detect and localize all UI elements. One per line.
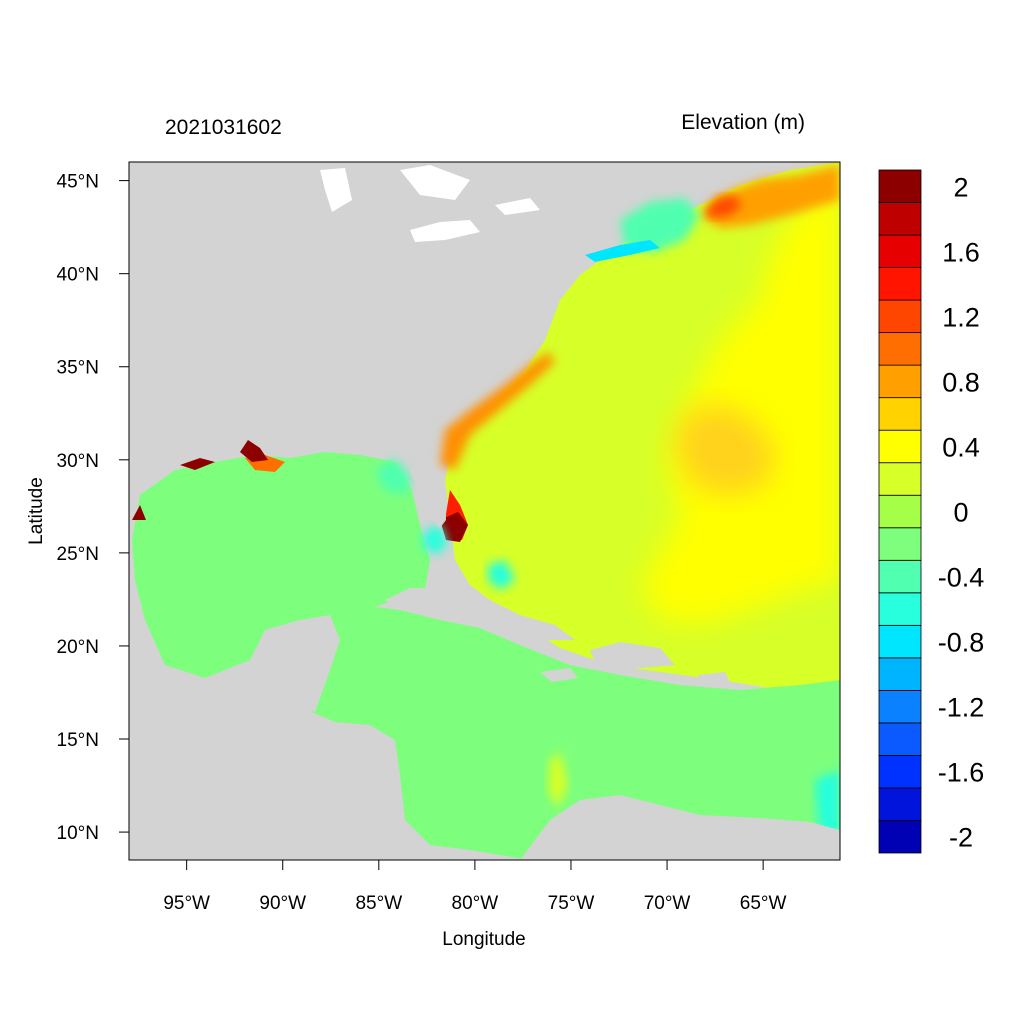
x-tick-label-1: 90°W <box>259 893 306 914</box>
jamaica-landmass <box>540 668 578 682</box>
map-title-date: 2021031602 <box>165 116 282 139</box>
great-lakes <box>320 165 540 242</box>
map-area <box>129 162 840 860</box>
colorbar: -2 -1.6 -1.2 -0.8 -0.4 0 0.4 0.8 1.2 1.6 2 <box>878 169 985 854</box>
x-tick-label-0: 95°W <box>163 893 210 914</box>
caribbean-sea-field <box>312 605 840 860</box>
colorbar-label-8: 1.2 <box>942 302 980 332</box>
colorbar-swatch-4 <box>878 689 922 724</box>
y-tick-label-5: 20°N <box>57 637 99 658</box>
colorbar-swatch-15 <box>878 332 922 366</box>
colorbar-swatch-9 <box>878 527 922 561</box>
colorbar-label-9: 1.6 <box>942 237 980 267</box>
colorbar-swatch-14 <box>878 364 922 399</box>
x-tick-label-6: 65°W <box>740 893 787 914</box>
colorbar-swatch-5 <box>878 657 922 691</box>
hispaniola-landmass <box>590 642 675 670</box>
colorbar-label-4: -0.4 <box>938 563 985 593</box>
colorbar-swatch-13 <box>878 397 922 431</box>
maine-coast-high <box>705 196 742 218</box>
x-tick-label-3: 80°W <box>452 893 499 914</box>
gulf-northeast-low <box>375 458 412 495</box>
colorbar-swatch-3 <box>878 722 922 756</box>
colorbar-swatch-6 <box>878 624 922 659</box>
colorbar-swatch-2 <box>878 755 922 789</box>
offshore-yellow-anomaly <box>640 175 840 625</box>
colorbar-swatch-10 <box>878 494 922 529</box>
colorbar-swatch-11 <box>878 462 922 496</box>
long-island-sound <box>585 240 660 262</box>
colorbar-swatch-7 <box>878 592 922 626</box>
puerto-rico-landmass <box>698 672 730 684</box>
x-tick-label-2: 85°W <box>355 893 402 914</box>
yucatan-landmass <box>258 615 340 712</box>
colorbar-swatch-16 <box>878 299 922 334</box>
bahamas-low <box>488 560 515 590</box>
colorbar-label-3: -0.8 <box>938 628 985 658</box>
southeast-coast-high <box>440 352 555 470</box>
map-frame <box>128 161 841 861</box>
offshore-peak-anomaly <box>675 405 775 495</box>
colorbar-swatch-1 <box>878 787 922 821</box>
y-tick-label-1: 40°N <box>57 265 99 286</box>
x-axis: 95°W 90°W 85°W 80°W 75°W 70°W 65°W <box>163 860 787 914</box>
florida-straits-low <box>422 525 448 555</box>
gulf-of-mexico-field <box>132 452 430 678</box>
florida-landmass <box>410 460 446 528</box>
colorbar-swatch-12 <box>878 429 922 464</box>
new-england-low <box>620 198 700 252</box>
colorbar-label-7: 0.8 <box>942 367 980 397</box>
y-tick-label-0: 45°N <box>57 172 99 193</box>
colorbar-label-5: 0 <box>953 498 968 528</box>
gulf-of-maine-anomaly <box>700 165 840 228</box>
map-title-variable: Elevation (m) <box>681 111 805 134</box>
y-axis-label: Latitude <box>26 477 47 545</box>
y-tick-label-3: 30°N <box>57 451 99 472</box>
florida-tip-extreme <box>440 512 468 542</box>
colorbar-label-2: -1.2 <box>938 693 985 723</box>
colorbar-swatch-20 <box>878 169 922 203</box>
colorbar-label-0: -2 <box>949 823 973 853</box>
colorbar-swatch-19 <box>878 202 922 236</box>
colorbar-swatch-18 <box>878 234 922 268</box>
y-tick-label-2: 35°N <box>57 358 99 379</box>
south-america-landmass <box>520 795 840 860</box>
y-tick-label-6: 15°N <box>57 730 99 751</box>
colorbar-label-1: -1.6 <box>938 758 985 788</box>
x-tick-label-5: 70°W <box>644 893 691 914</box>
colorbar-swatch-8 <box>878 559 922 594</box>
y-tick-label-7: 10°N <box>57 823 99 844</box>
colorbar-label-6: 0.4 <box>942 432 980 462</box>
x-tick-label-4: 75°W <box>548 893 595 914</box>
gulf-coast-extreme-dots <box>132 440 268 520</box>
x-axis-label: Longitude <box>442 929 525 950</box>
colorbar-swatch-17 <box>878 267 922 301</box>
y-tick-label-4: 25°N <box>57 544 99 565</box>
y-axis: 45°N 40°N 35°N 30°N 25°N 20°N 15°N 10°N <box>57 172 129 844</box>
cuba-landmass <box>385 588 575 640</box>
caribbean-yellow-streak <box>548 752 568 808</box>
colorbar-label-10: 2 <box>953 172 968 202</box>
colorbar-swatch-0 <box>878 820 922 854</box>
